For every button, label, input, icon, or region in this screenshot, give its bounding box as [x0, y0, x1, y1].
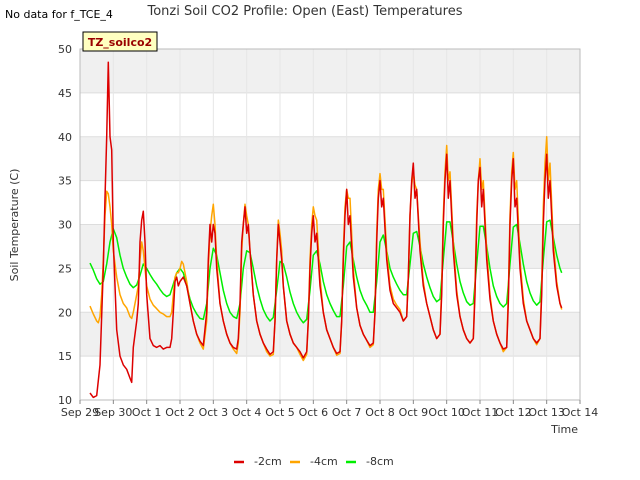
- plot-band: [80, 356, 580, 400]
- x-tick-label: Oct 12: [495, 406, 532, 419]
- plot-band: [80, 49, 580, 93]
- plot-band: [80, 92, 580, 137]
- plot-band: [80, 136, 580, 181]
- x-axis-label: Time: [550, 423, 578, 436]
- plot-band: [80, 224, 580, 269]
- x-tick-label: Sep 30: [94, 406, 132, 419]
- badge: TZ_soilco2: [82, 31, 158, 52]
- y-tick-label: 45: [58, 87, 72, 100]
- series-line-2cmcm: [89, 61, 563, 399]
- x-tick-label: Oct 9: [399, 406, 429, 419]
- x-tick-label: Sep 29: [61, 406, 99, 419]
- badge-label: TZ_soilco2: [88, 36, 152, 49]
- y-tick-label: 10: [58, 394, 72, 407]
- plot-band: [80, 180, 580, 225]
- y-tick-label: 50: [58, 43, 72, 56]
- x-tick-label: Oct 11: [462, 406, 499, 419]
- x-tick-label: Oct 1: [132, 406, 162, 419]
- y-axis-ticks: 10 15 20 25 30 35 40 45 50: [58, 43, 72, 407]
- y-tick-label: 20: [58, 306, 72, 319]
- legend: -2cm -4cm -8cm: [234, 455, 394, 468]
- series-layer: [89, 61, 563, 399]
- legend-label: -2cm: [254, 455, 282, 468]
- x-tick-label: Oct 2: [165, 406, 195, 419]
- x-tick-label: Oct 3: [199, 406, 229, 419]
- x-tick-label: Oct 13: [528, 406, 565, 419]
- y-axis-label: Soil Temperature (C): [8, 169, 21, 282]
- y-tick-label: 30: [58, 219, 72, 232]
- plot-frame: [79, 48, 581, 401]
- x-tick-label: Oct 4: [232, 406, 262, 419]
- y-tick-label: 25: [58, 262, 72, 275]
- legend-label: -8cm: [366, 455, 394, 468]
- no-data-note: No data for f_TCE_4: [5, 8, 113, 21]
- x-tick-label: Oct 14: [562, 406, 599, 419]
- badge-box: [82, 31, 158, 52]
- legend-label: -4cm: [310, 455, 338, 468]
- y-tick-label: 15: [58, 350, 72, 363]
- y-tick-label: 40: [58, 131, 72, 144]
- y-tick-label: 35: [58, 175, 72, 188]
- x-tick-label: Oct 5: [265, 406, 295, 419]
- chart-title: Tonzi Soil CO2 Profile: Open (East) Temp…: [146, 4, 462, 19]
- plot-area: [80, 49, 580, 400]
- x-tick-label: Oct 6: [299, 406, 329, 419]
- x-tick-label: Oct 10: [428, 406, 465, 419]
- x-tick-label: Oct 7: [332, 406, 362, 419]
- x-tick-label: Oct 8: [365, 406, 395, 419]
- series-line-8cmcm: [89, 219, 563, 324]
